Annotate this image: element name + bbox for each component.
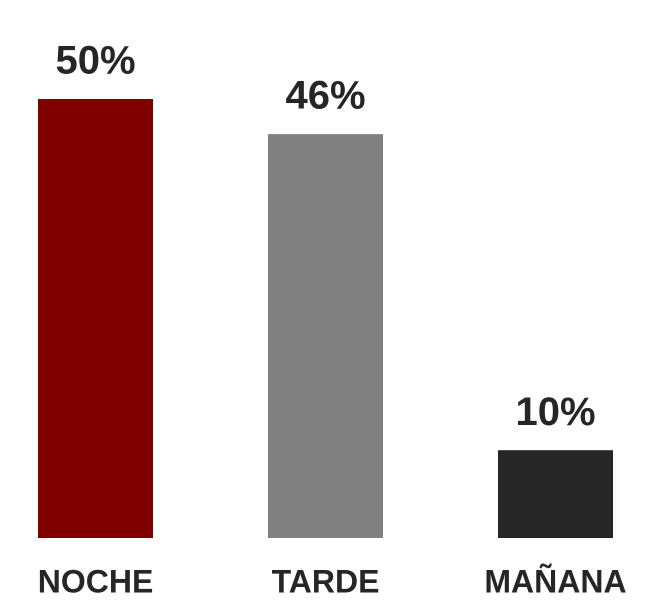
category-label: MAÑANA: [484, 563, 626, 599]
value-label: 50%: [55, 39, 135, 83]
bar: [498, 450, 613, 538]
bar: [268, 134, 383, 538]
bar: [38, 99, 153, 538]
category-label: NOCHE: [38, 563, 154, 599]
category-label: TARDE: [272, 563, 380, 599]
value-label: 10%: [515, 390, 595, 434]
value-label: 46%: [285, 74, 365, 118]
